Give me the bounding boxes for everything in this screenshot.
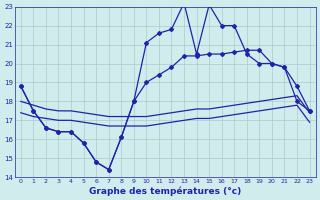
- X-axis label: Graphe des températures (°c): Graphe des températures (°c): [89, 186, 241, 196]
